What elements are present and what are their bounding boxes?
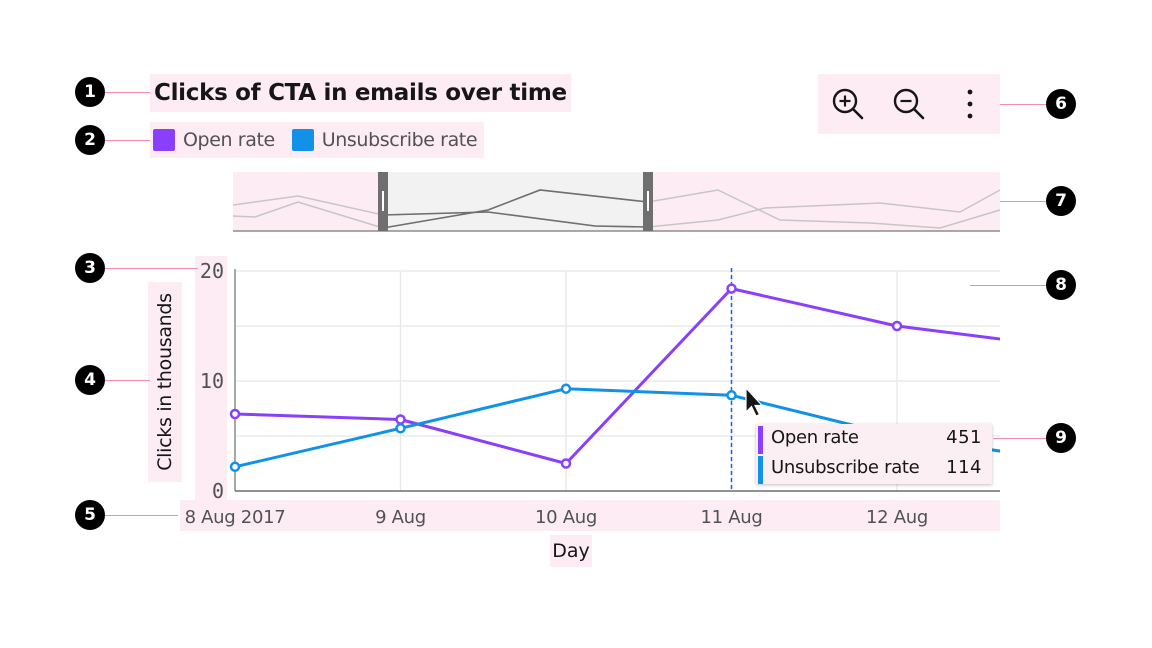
open-rate-swatch [153,129,175,151]
tooltip-color-bar [758,426,763,454]
data-point [229,408,241,420]
y-tick-label: 0 [212,479,224,503]
zoom-handle-grip [382,191,384,211]
callout-leader-line [105,268,198,269]
zoom-out-button[interactable] [887,82,931,126]
y-tick-label: 10 [200,369,224,393]
overflow-menu-button[interactable] [948,82,992,126]
data-point [560,383,572,394]
callout-number: 7 [1046,186,1076,216]
tooltip-color-bar [758,456,763,484]
y-axis-label-highlight [148,282,182,482]
zoom-in-button[interactable] [826,82,870,126]
tooltip-label: Unsubscribe rate [771,457,920,478]
data-point [560,458,572,469]
x-tick-label: 11 Aug [701,507,763,528]
x-axis-highlight [180,500,1000,531]
zoom-in-icon [833,88,864,120]
x-axis-title: Day [552,540,590,562]
mouse-cursor-icon [745,386,764,417]
legend-label: Unsubscribe rate [321,129,478,151]
legend-item-open-rate[interactable]: Open rate [153,129,275,151]
x-axis-label-highlight [550,535,592,567]
data-point [726,390,737,401]
zoom-bar[interactable] [232,172,1001,232]
data-point [891,320,903,332]
callout-leader-line [105,92,150,93]
callout-number: 6 [1046,89,1076,119]
callout-number: 2 [75,125,105,155]
callout-number: 3 [75,253,105,283]
legend-item-unsubscribe-rate[interactable]: Unsubscribe rate [291,129,478,151]
unsubscribe-rate-swatch [291,129,314,151]
chart-tooltip: Open rate 451 Unsubscribe rate 114 [756,424,992,484]
callout-leader-line [105,140,150,141]
callout-leader-line [1000,201,1046,202]
data-point [726,283,737,294]
callout-number: 8 [1046,270,1076,300]
y-tick-label: 20 [200,259,224,283]
zoom-selection [383,172,648,231]
y-axis-highlight [195,256,227,502]
callout-number: 9 [1046,423,1076,453]
x-tick-label: 8 Aug 2017 [185,507,286,528]
x-tick-label: 12 Aug [866,507,928,528]
chart-title: Clicks of CTA in emails over time [150,74,571,112]
callout-leader-line [105,380,150,381]
callout-leader-line [970,285,1046,286]
legend-label: Open rate [183,129,275,151]
tooltip-label: Open rate [771,427,859,448]
tooltip-row-unsubscribe-rate: Unsubscribe rate 114 [756,454,992,484]
data-point [395,423,406,434]
data-point [229,461,241,473]
zoom-out-icon [893,88,925,120]
chart-legend: Open rate Unsubscribe rate [150,122,484,158]
plot-area[interactable]: 0 10 20 8 Aug 2017 9 Aug 10 Aug 11 Aug 12 Aug [180,256,1063,531]
callout-number: 4 [75,365,105,395]
x-tick-label: 10 Aug [535,507,597,528]
overflow-menu-vertical-icon [967,89,973,119]
tooltip-value: 114 [946,457,982,478]
zoom-handle-grip [647,191,649,211]
callout-leader-line [1000,104,1046,105]
tooltip-row-open-rate: Open rate 451 [756,424,992,454]
chart-toolbar [818,74,1000,134]
callout-leader-line [105,515,178,516]
y-axis-title: Clicks in thousands [154,293,176,471]
callout-number: 1 [75,77,105,107]
callout-number: 5 [75,500,105,530]
zoom-selected-line [383,189,648,229]
tooltip-value: 451 [946,427,982,448]
data-point [395,414,406,425]
x-tick-label: 9 Aug [375,507,426,528]
series-line [235,287,1000,465]
callout-leader-line [993,438,1046,439]
